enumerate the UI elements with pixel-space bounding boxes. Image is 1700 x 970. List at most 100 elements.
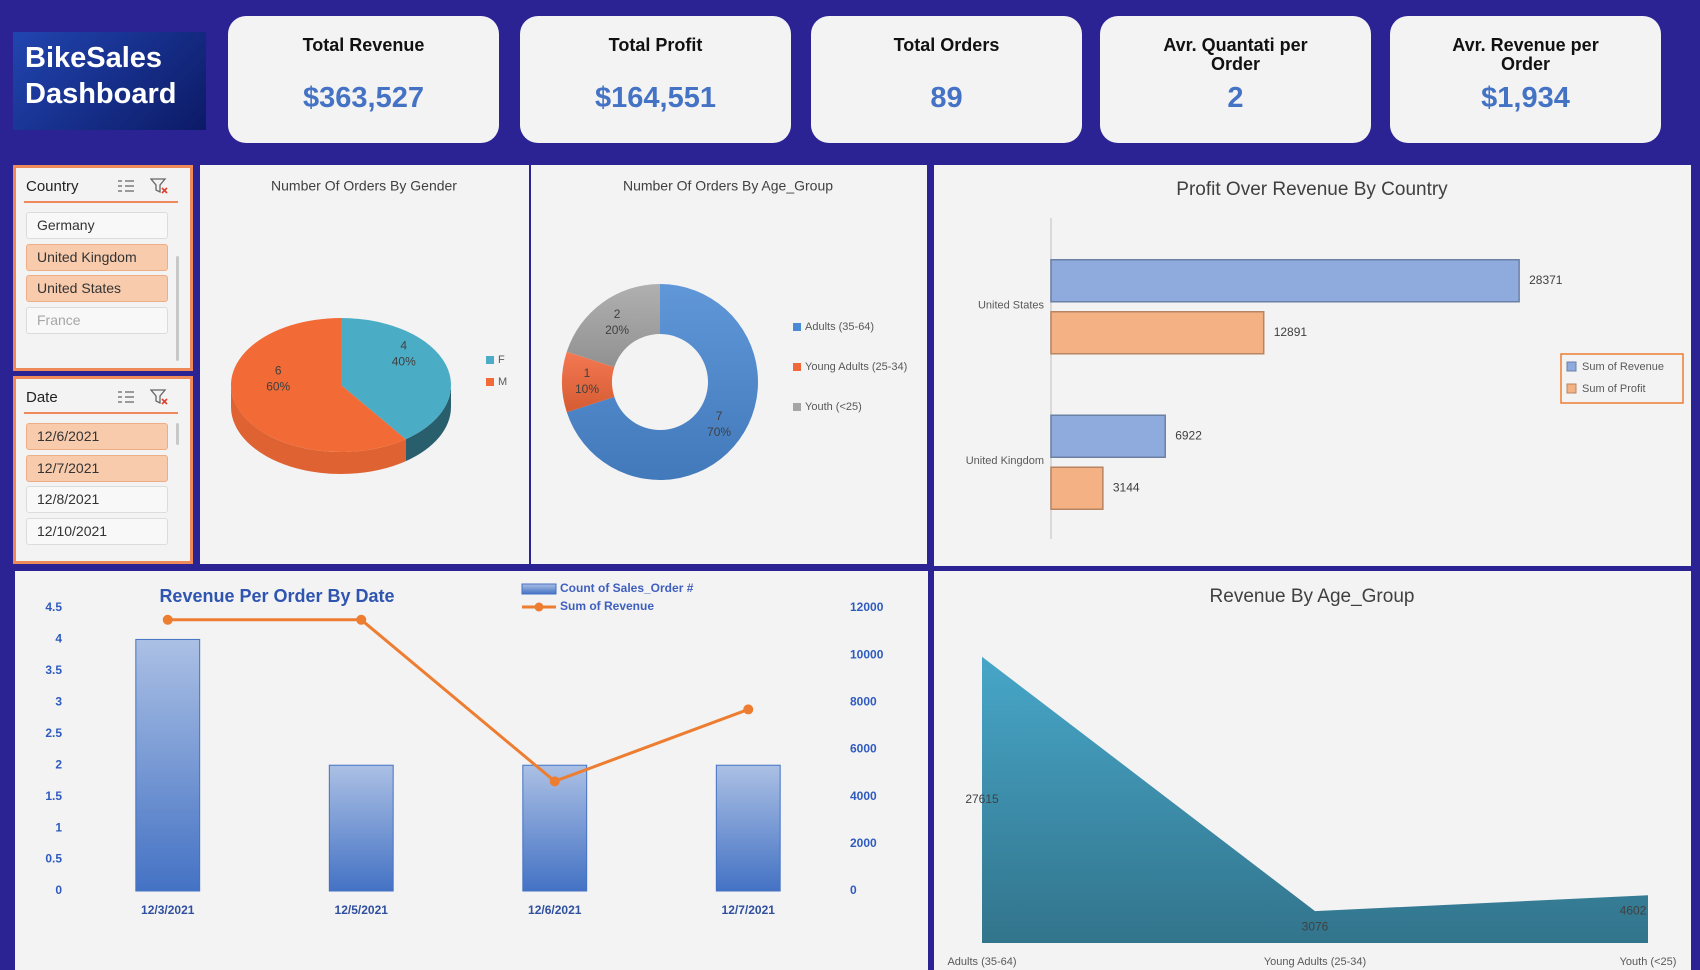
y2-tick-label: 8000 — [850, 695, 877, 709]
legend-label: Young Adults (25-34) — [805, 361, 907, 373]
y2-tick-label: 12000 — [850, 600, 884, 614]
slicer-item[interactable]: United States — [26, 275, 168, 302]
data-label: 6922 — [1175, 428, 1202, 442]
slicer-item[interactable]: 12/6/2021 — [26, 423, 168, 450]
legend-label: Youth (<25) — [805, 401, 862, 413]
icon-shape — [149, 178, 167, 194]
legend-swatch — [486, 378, 494, 386]
clear-filter-button[interactable] — [149, 388, 170, 406]
chart-title: Number Of Orders By Age_Group — [623, 178, 833, 194]
slicer-item[interactable]: France — [26, 306, 168, 334]
data-label: 27615 — [965, 792, 999, 806]
line-marker — [356, 614, 367, 625]
slicer-item[interactable]: Germany — [26, 212, 168, 239]
slicer: Date 12/6/2021 12/7/2021 12/8/2021 12/10/202… — [13, 376, 193, 564]
data-label: 4 — [400, 339, 407, 353]
line-marker — [162, 614, 173, 625]
category-label: United Kingdom — [966, 455, 1044, 467]
legend-label: Adults (35-64) — [805, 321, 874, 333]
icon — [149, 389, 168, 405]
panel — [934, 165, 1691, 566]
legend-label: Sum of Revenue — [1582, 361, 1664, 373]
y2-tick-label: 10000 — [850, 647, 884, 661]
kpi-label: Avr. Quantati per Order — [1163, 35, 1308, 74]
slicer-title: Date — [26, 389, 58, 406]
doughnut-segment — [566, 284, 758, 480]
y-tick-label: 2.5 — [45, 726, 62, 740]
bar — [1050, 311, 1265, 355]
area — [982, 656, 1648, 943]
data-label: 28371 — [1529, 273, 1563, 287]
icon-shape — [149, 389, 167, 405]
legend-label: Count of Sales_Order # — [560, 581, 694, 595]
legend-label: Sum of Profit — [1582, 383, 1646, 395]
slicer-item[interactable]: 12/8/2021 — [26, 486, 168, 513]
bar — [1050, 259, 1520, 303]
pie-slice-side — [405, 385, 451, 462]
legend-swatch — [793, 323, 801, 331]
data-label: 12891 — [1274, 325, 1308, 339]
kpi-label: Total Profit — [608, 35, 703, 55]
kpi-card: Total Orders 89 — [811, 16, 1082, 143]
kpi-value: $1,934 — [1481, 82, 1570, 114]
line-marker — [743, 704, 754, 715]
y-tick-label: 2 — [55, 757, 62, 771]
icon-shape — [161, 187, 168, 194]
bar — [135, 638, 201, 892]
y2-tick-label: 4000 — [850, 789, 877, 803]
data-label: 40% — [392, 355, 416, 369]
legend-label: F — [498, 354, 505, 366]
slicer-item[interactable]: 12/10/2021 — [26, 517, 168, 545]
y2-tick-label: 0 — [850, 883, 857, 897]
clear-filter-button[interactable] — [149, 177, 170, 195]
multi-select-button[interactable] — [116, 177, 136, 195]
data-label: 4602 — [1620, 903, 1647, 917]
y-tick-label: 3 — [55, 695, 62, 709]
slicer-item[interactable]: United Kingdom — [26, 243, 168, 271]
chart-title: Profit Over Revenue By Country — [1176, 179, 1448, 200]
kpi-label: Total Orders — [893, 35, 1000, 55]
bar — [1050, 414, 1166, 458]
legend-swatch — [486, 356, 494, 364]
pie-slice-side — [231, 385, 406, 475]
chart-title: Revenue By Age_Group — [1210, 586, 1415, 607]
dashboard-title: BikeSales Dashboard — [13, 32, 206, 130]
pie-slice — [230, 318, 406, 453]
y-tick-label: 4.5 — [45, 600, 62, 614]
legend-swatch — [534, 602, 544, 612]
x-tick-label: Youth (<25) — [1620, 956, 1677, 968]
data-label: 3144 — [1113, 480, 1140, 494]
doughnut-segment — [566, 284, 660, 368]
y2-tick-label: 2000 — [850, 836, 877, 850]
pie-slice — [341, 318, 451, 440]
data-label: 1 — [584, 366, 591, 380]
data-label: 70% — [707, 425, 731, 439]
legend-label: M — [498, 376, 507, 388]
kpi-value: $164,551 — [595, 82, 716, 114]
slicer: Country Germany United Kingdom United State… — [13, 165, 193, 371]
kpi-card: Avr. Quantati per Order 2 — [1100, 16, 1371, 143]
kpi-value: 2 — [1227, 82, 1244, 114]
chart-title: Revenue Per Order By Date — [159, 586, 394, 606]
y-tick-label: 0 — [55, 883, 62, 897]
icon-shape — [161, 398, 168, 405]
kpi-value: $363,527 — [303, 82, 424, 114]
slicer-item[interactable]: 12/7/2021 — [26, 454, 168, 482]
kpi-label: Avr. Revenue per Order — [1452, 35, 1599, 74]
line — [167, 618, 749, 784]
slicer-title: Country — [26, 178, 79, 195]
slicer-list: Germany United Kingdom United States France — [26, 212, 168, 338]
kpi-value: 89 — [930, 82, 963, 114]
y-tick-label: 3.5 — [45, 663, 62, 677]
icon — [118, 180, 134, 192]
data-label: 20% — [605, 323, 629, 337]
data-label: 60% — [266, 380, 290, 394]
x-tick-label: 12/6/2021 — [528, 903, 582, 917]
data-label: 2 — [614, 307, 621, 321]
multi-select-button[interactable] — [116, 388, 136, 406]
legend-box — [1560, 353, 1684, 404]
legend-swatch — [793, 403, 801, 411]
icon — [118, 391, 134, 403]
icon-shape — [118, 391, 134, 403]
scrollbar — [176, 256, 179, 361]
